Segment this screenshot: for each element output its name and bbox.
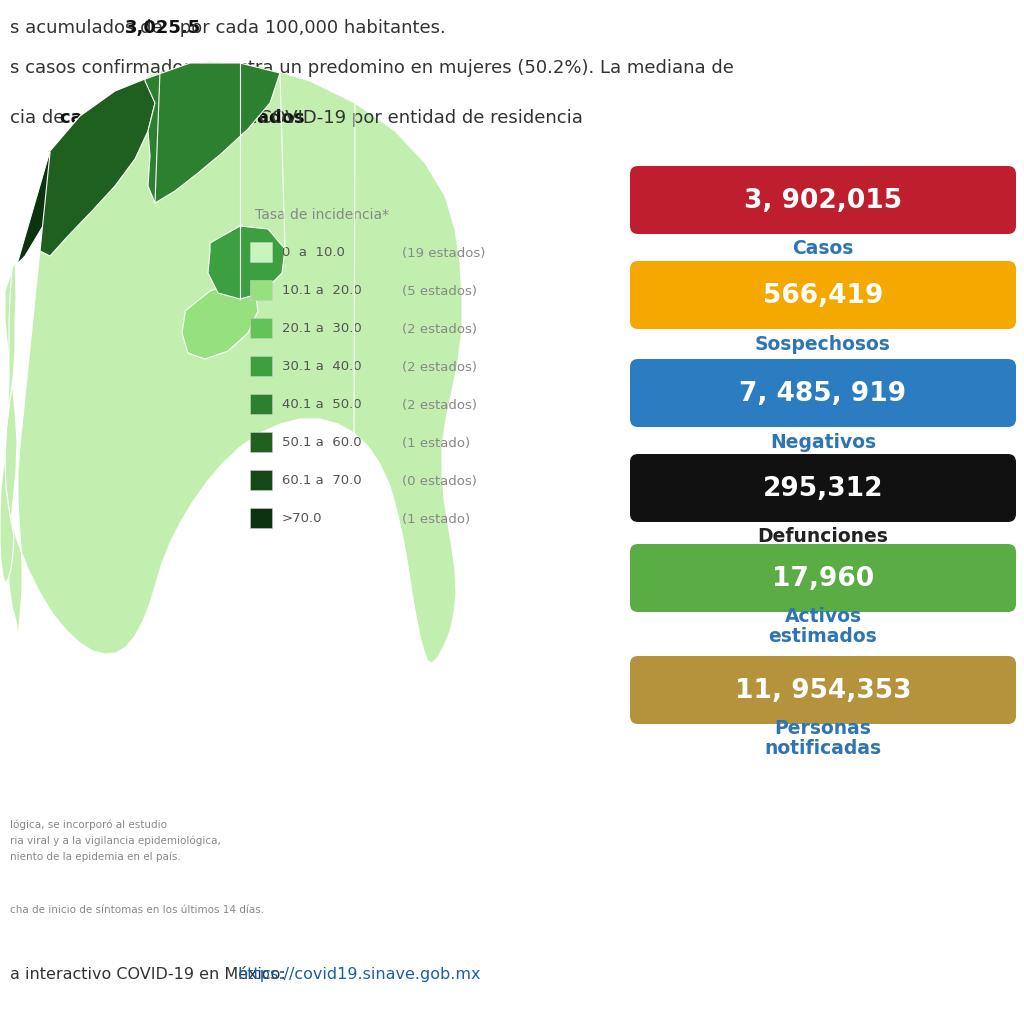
Text: 3, 902,015: 3, 902,015 bbox=[744, 188, 902, 213]
Text: por cada 100,000 habitantes.: por cada 100,000 habitantes. bbox=[174, 19, 446, 37]
Text: (2 estados): (2 estados) bbox=[402, 323, 477, 336]
Text: estimados: estimados bbox=[769, 627, 878, 646]
Text: 7, 485, 919: 7, 485, 919 bbox=[739, 380, 906, 406]
Text: 3,025.5: 3,025.5 bbox=[124, 19, 201, 37]
Polygon shape bbox=[5, 62, 462, 663]
Text: (19 estados): (19 estados) bbox=[402, 247, 485, 259]
Polygon shape bbox=[208, 226, 285, 299]
FancyBboxPatch shape bbox=[630, 262, 1016, 330]
Text: 295,312: 295,312 bbox=[763, 475, 884, 501]
Text: Casos: Casos bbox=[793, 240, 854, 258]
Text: (1 estado): (1 estado) bbox=[402, 436, 470, 449]
Text: lógica, se incorporó al estudio
ria viral y a la vigilancia epidemiológica,
nien: lógica, se incorporó al estudio ria vira… bbox=[10, 819, 221, 860]
Text: >70.0: >70.0 bbox=[282, 512, 323, 525]
Text: 17,960: 17,960 bbox=[772, 565, 874, 591]
Text: Activos: Activos bbox=[784, 607, 861, 626]
FancyBboxPatch shape bbox=[250, 281, 272, 300]
FancyBboxPatch shape bbox=[250, 470, 272, 490]
Text: Negativos: Negativos bbox=[770, 432, 877, 451]
Polygon shape bbox=[40, 80, 155, 257]
Text: 50.1 a  60.0: 50.1 a 60.0 bbox=[282, 436, 361, 449]
FancyBboxPatch shape bbox=[630, 455, 1016, 523]
Text: (5 estados): (5 estados) bbox=[402, 284, 477, 297]
Text: Defunciones: Defunciones bbox=[758, 527, 889, 546]
Text: 10.1 a  20.0: 10.1 a 20.0 bbox=[282, 284, 361, 297]
FancyBboxPatch shape bbox=[250, 243, 272, 263]
Text: de COVID-19 por entidad de residencia: de COVID-19 por entidad de residencia bbox=[224, 109, 583, 126]
Text: s casos confirmados muestra un predomino en mujeres (50.2%). La mediana de: s casos confirmados muestra un predomino… bbox=[10, 59, 734, 77]
Polygon shape bbox=[18, 100, 105, 264]
Text: 60.1 a  70.0: 60.1 a 70.0 bbox=[282, 474, 361, 487]
Text: Personas: Personas bbox=[774, 719, 871, 738]
FancyBboxPatch shape bbox=[250, 509, 272, 529]
Text: 30.1 a  40.0: 30.1 a 40.0 bbox=[282, 360, 361, 373]
Polygon shape bbox=[182, 282, 258, 360]
Text: 20.1 a  30.0: 20.1 a 30.0 bbox=[282, 323, 361, 336]
Text: Sospechosos: Sospechosos bbox=[755, 335, 891, 353]
FancyBboxPatch shape bbox=[250, 394, 272, 415]
FancyBboxPatch shape bbox=[630, 656, 1016, 724]
Text: s acumulados de: s acumulados de bbox=[10, 19, 168, 37]
Polygon shape bbox=[0, 262, 16, 583]
Text: a interactivo COVID-19 en México:: a interactivo COVID-19 en México: bbox=[10, 967, 291, 982]
Text: 11, 954,353: 11, 954,353 bbox=[735, 677, 911, 704]
Text: 566,419: 566,419 bbox=[763, 283, 883, 308]
FancyBboxPatch shape bbox=[250, 318, 272, 339]
FancyBboxPatch shape bbox=[630, 360, 1016, 428]
Text: Tasa de incidencia*: Tasa de incidencia* bbox=[255, 208, 389, 221]
Text: 40.1 a  50.0: 40.1 a 50.0 bbox=[282, 398, 361, 411]
Text: 0  a  10.0: 0 a 10.0 bbox=[282, 247, 345, 259]
Text: https://covid19.sinave.gob.mx: https://covid19.sinave.gob.mx bbox=[238, 967, 481, 982]
Text: cha de inicio de síntomas en los últimos 14 días.: cha de inicio de síntomas en los últimos… bbox=[10, 904, 264, 914]
Text: (2 estados): (2 estados) bbox=[402, 398, 477, 411]
Polygon shape bbox=[145, 64, 280, 204]
Text: casos activos estimados: casos activos estimados bbox=[60, 109, 305, 126]
FancyBboxPatch shape bbox=[630, 167, 1016, 235]
FancyBboxPatch shape bbox=[630, 545, 1016, 613]
Text: (1 estado): (1 estado) bbox=[402, 512, 470, 525]
Text: cia de: cia de bbox=[10, 109, 70, 126]
Text: (0 estados): (0 estados) bbox=[402, 474, 477, 487]
FancyBboxPatch shape bbox=[250, 433, 272, 453]
Text: (2 estados): (2 estados) bbox=[402, 360, 477, 373]
Text: notificadas: notificadas bbox=[765, 739, 882, 758]
FancyBboxPatch shape bbox=[250, 357, 272, 377]
